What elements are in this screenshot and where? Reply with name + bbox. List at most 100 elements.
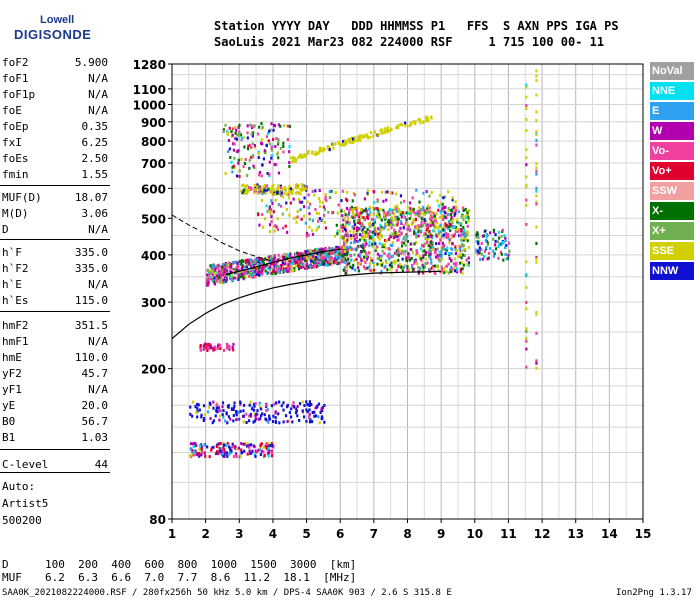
echo-point	[363, 244, 367, 248]
echo-point	[268, 265, 271, 269]
echo-point	[410, 222, 413, 226]
echo-point	[535, 162, 538, 166]
echo-point	[248, 449, 251, 453]
echo-point	[435, 242, 438, 246]
echo-point	[195, 410, 198, 414]
echo-point	[306, 403, 309, 407]
echo-point	[421, 263, 424, 267]
echo-point	[484, 239, 487, 243]
echo-point	[314, 414, 318, 418]
echo-point	[314, 207, 317, 211]
param-key: h`E	[2, 278, 22, 291]
echo-point	[390, 264, 393, 268]
echo-point	[264, 191, 267, 195]
echo-point	[212, 445, 215, 449]
echo-point	[206, 282, 210, 286]
echo-point	[313, 250, 316, 254]
echo-point	[394, 207, 398, 211]
echo-point	[407, 254, 410, 258]
echo-point	[198, 444, 202, 448]
echo-point	[384, 264, 387, 268]
echo-point	[273, 257, 276, 261]
echo-point	[477, 249, 480, 253]
echo-point	[256, 272, 259, 276]
echo-point	[363, 134, 367, 138]
echo-point	[354, 247, 357, 251]
echo-point	[480, 241, 483, 245]
echo-point	[337, 256, 340, 260]
echo-point	[327, 253, 330, 257]
echo-point	[219, 347, 222, 351]
echo-point	[243, 162, 247, 166]
echo-point	[454, 252, 458, 256]
echo-point	[359, 233, 362, 237]
echo-point	[418, 206, 421, 210]
echo-point	[352, 240, 356, 244]
echo-point	[248, 414, 251, 418]
echo-point	[391, 223, 394, 227]
echo-point	[295, 407, 298, 411]
echo-point	[246, 136, 249, 140]
echo-point	[310, 265, 313, 269]
echo-point	[388, 212, 392, 216]
echo-point	[250, 145, 253, 149]
echo-point	[282, 408, 285, 412]
echo-point	[362, 248, 365, 252]
echo-point	[453, 232, 457, 236]
echo-point	[395, 219, 399, 223]
echo-point	[341, 259, 344, 263]
echo-point	[330, 260, 334, 264]
echo-point	[365, 215, 369, 219]
echo-point	[266, 257, 269, 261]
echo-point	[243, 145, 246, 149]
echo-point	[203, 443, 206, 447]
echo-point	[449, 267, 452, 271]
echo-point	[251, 269, 255, 273]
echo-point	[335, 245, 338, 249]
echo-point	[378, 237, 381, 241]
echo-point	[442, 206, 445, 210]
echo-point	[368, 213, 372, 217]
echo-point	[250, 132, 253, 136]
echo-point	[535, 260, 538, 264]
echo-point	[205, 345, 208, 349]
echo-point	[222, 446, 225, 450]
echo-point	[221, 413, 224, 417]
echo-point	[232, 142, 235, 146]
echo-point	[228, 445, 231, 449]
echo-point	[269, 128, 272, 132]
param-key: yF1	[2, 383, 22, 396]
echo-point	[328, 148, 331, 152]
echo-point	[450, 223, 453, 227]
echo-point	[273, 163, 276, 167]
echo-point	[234, 410, 238, 414]
echo-point	[432, 212, 435, 216]
echo-point	[447, 233, 450, 237]
echo-point	[318, 248, 321, 252]
echo-point	[535, 133, 538, 137]
echo-point	[307, 233, 310, 237]
echo-point	[323, 255, 326, 259]
echo-point	[350, 258, 353, 262]
echo-point	[212, 400, 215, 404]
echo-point	[310, 402, 313, 406]
echo-point	[378, 254, 381, 258]
echo-point	[535, 257, 538, 261]
echo-point	[424, 232, 427, 236]
echo-point	[430, 258, 433, 262]
echo-point	[453, 269, 457, 273]
echo-point	[453, 262, 456, 266]
echo-point	[257, 173, 261, 177]
echo-point	[535, 194, 538, 198]
param-value: N/A	[88, 104, 108, 117]
echo-point	[225, 412, 228, 416]
echo-point	[366, 213, 369, 217]
echo-point	[451, 221, 454, 225]
echo-point	[237, 161, 240, 165]
echo-point	[216, 450, 219, 454]
echo-point	[293, 261, 296, 265]
echo-point	[249, 258, 252, 262]
echo-point	[198, 447, 201, 451]
echo-point	[265, 144, 268, 148]
echo-point	[228, 452, 231, 456]
